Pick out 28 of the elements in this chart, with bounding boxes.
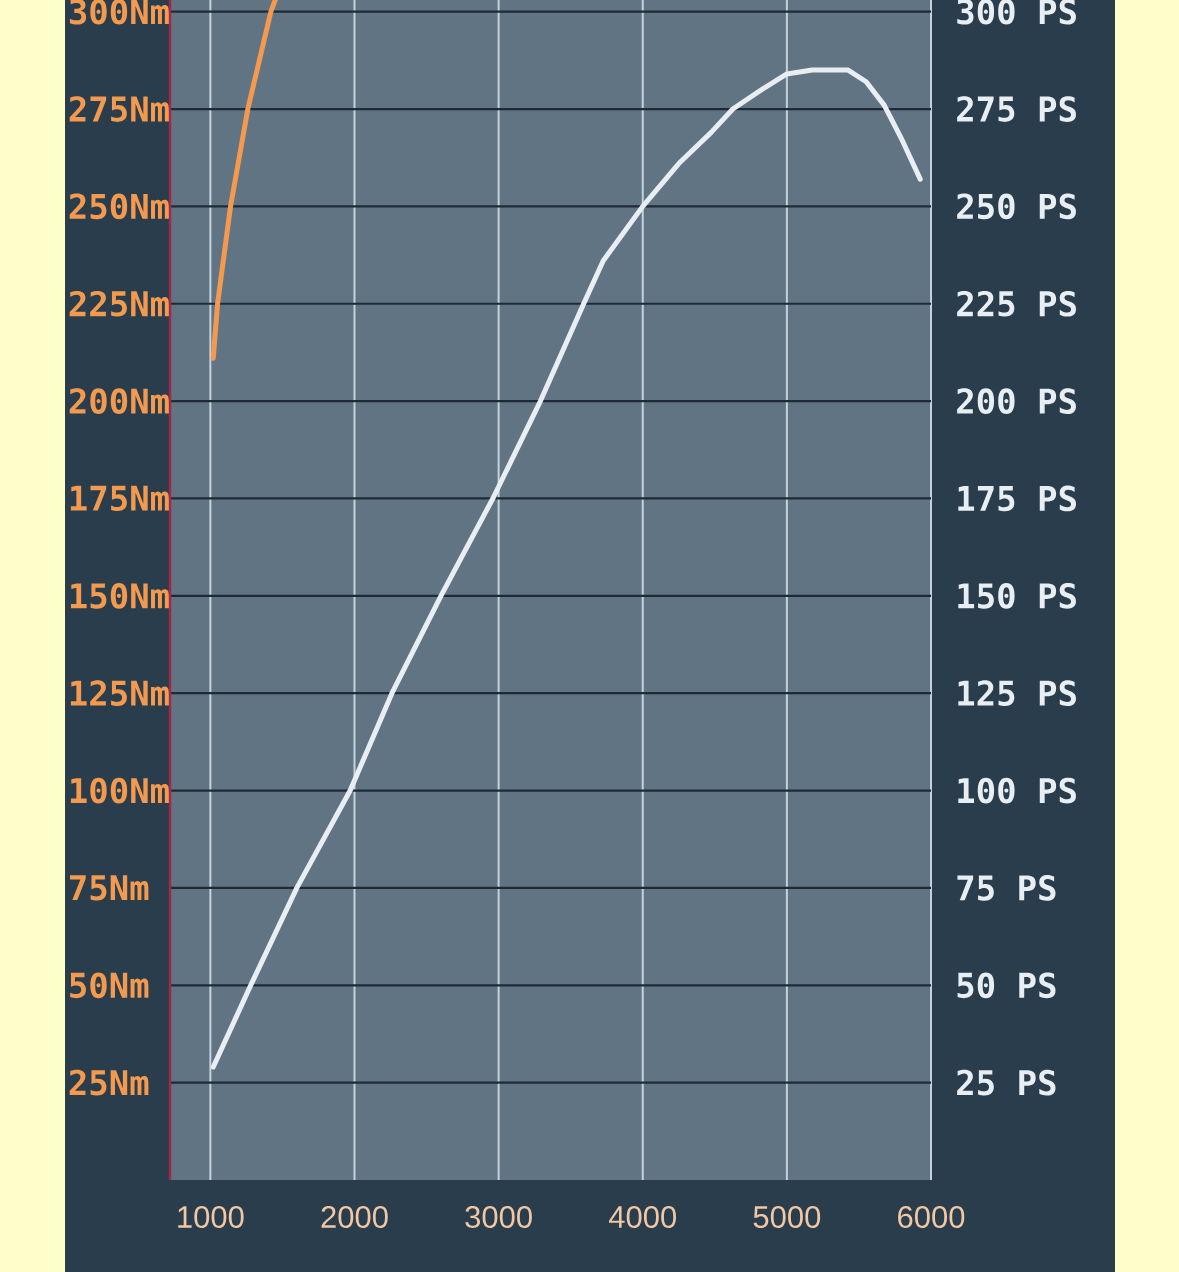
x-tick-label: 3000 (465, 1206, 532, 1228)
y2-tick-label: 225 PS (957, 290, 1076, 317)
x-tick-label: 4000 (608, 1206, 676, 1228)
y-tick-label: 175Nm (70, 485, 169, 512)
y2-tick-label: 250 PS (957, 193, 1076, 220)
y-tick-label: 50Nm (70, 972, 149, 999)
x-tick-label: 5000 (753, 1206, 821, 1228)
y2-tick-label: 25 PS (957, 1069, 1056, 1096)
y-tick-label: 225Nm (69, 290, 169, 317)
x-tick-label: 6000 (898, 1206, 965, 1228)
y-tick-label: 250Nm (69, 193, 169, 220)
y-tick-label: 100Nm (70, 777, 169, 804)
y2-tick-label: 125 PS (958, 680, 1076, 707)
y-tick-label: 125Nm (70, 680, 169, 707)
y-tick-label: 200Nm (69, 388, 169, 414)
y2-tick-label: 275 PS (957, 96, 1076, 122)
y2-tick-label: 200 PS (957, 388, 1076, 414)
x-tick-label: 2000 (321, 1206, 388, 1228)
y-tick-label: 75Nm (70, 875, 149, 901)
y-tick-label: 150Nm (70, 582, 169, 609)
y2-tick-label: 150 PS (958, 582, 1076, 609)
y2-tick-label: 100 PS (958, 777, 1076, 804)
y-tick-label: 275Nm (69, 96, 169, 122)
y2-tick-label: 175 PS (958, 485, 1076, 512)
y-tick-label: 25Nm (69, 1069, 149, 1096)
y2-tick-label: 50 PS (957, 972, 1056, 999)
y2-tick-label: 75 PS (957, 875, 1056, 901)
x-tick-label: 1000 (178, 1206, 244, 1228)
